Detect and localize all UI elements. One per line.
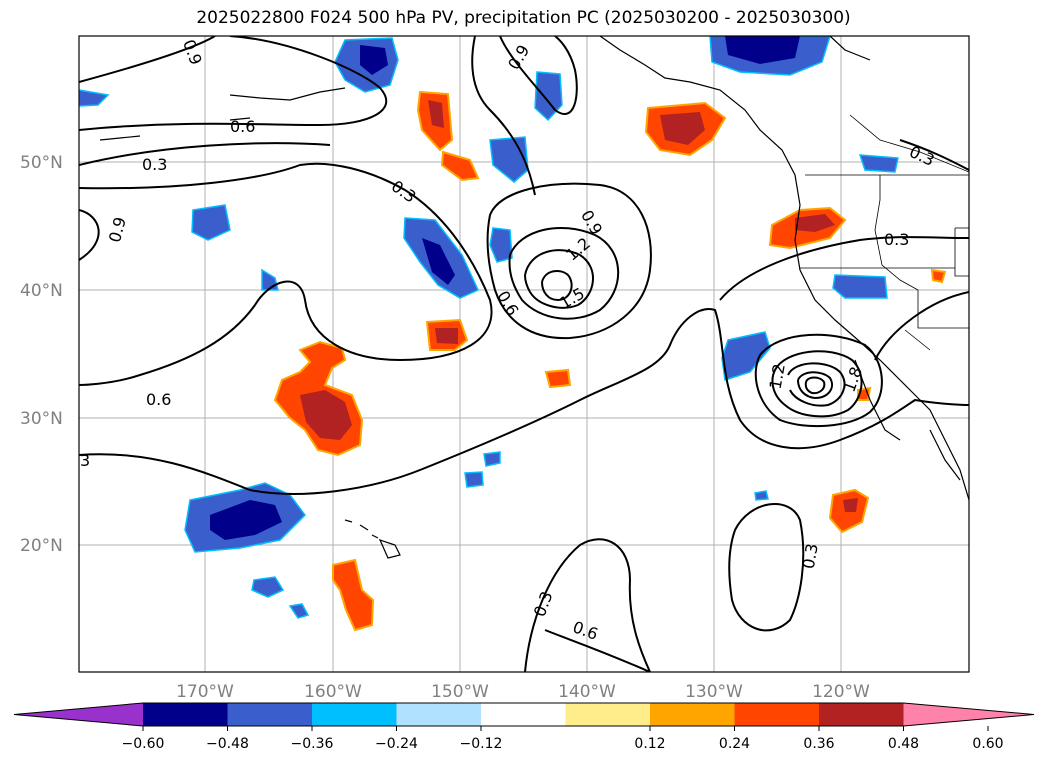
colorbar-segment	[227, 703, 313, 726]
colorbar-segment	[312, 703, 397, 726]
contour-label: 1.2	[766, 362, 789, 390]
lon-label-150w: 150°W	[431, 682, 489, 702]
political-borders	[800, 114, 969, 351]
latitude-labels: 50°N 40°N 30°N 20°N	[20, 153, 63, 556]
lon-label-120w: 120°W	[812, 682, 870, 702]
colorbar-segment	[565, 703, 651, 726]
colorbar-segment	[481, 703, 566, 726]
colorbar-segment	[819, 703, 904, 726]
map-border	[78, 35, 970, 673]
colorbar-tick-label: 0.24	[719, 736, 750, 752]
lon-label-170w: 170°W	[176, 682, 234, 702]
colorbar-segment	[396, 703, 482, 726]
pv-contours	[79, 36, 969, 672]
colorbar-segment	[650, 703, 735, 726]
colorbar-tick-label: 0.36	[803, 736, 834, 752]
colorbar-tick-label: −0.48	[206, 736, 249, 752]
colorbar-tick-label: −0.36	[291, 736, 334, 752]
colorbar-extend-min	[14, 703, 143, 726]
colorbar-tick-label: −0.24	[375, 736, 418, 752]
lon-label-160w: 160°W	[304, 682, 362, 702]
colorbar-extend-max	[903, 703, 1034, 726]
colorbar-segment	[143, 703, 228, 726]
colorbar-tick-label: 0.12	[634, 736, 665, 752]
lat-label-20n: 20°N	[20, 536, 63, 556]
contour-label: 0.6	[146, 390, 171, 409]
contour-label: 0.6	[230, 117, 255, 136]
colorbar-tick-label: −0.12	[460, 736, 503, 752]
lat-label-40n: 40°N	[20, 281, 63, 301]
contour-label: 0.3	[884, 230, 909, 249]
lat-label-50n: 50°N	[20, 153, 63, 173]
contour-label: 0.3	[799, 542, 822, 570]
colorbar-tick-label: 0.60	[972, 736, 1003, 752]
lon-label-130w: 130°W	[685, 682, 743, 702]
lon-label-140w: 140°W	[558, 682, 616, 702]
lat-label-30n: 30°N	[20, 409, 63, 429]
positive-precip-regions	[273, 90, 947, 632]
contour-label: 3	[80, 451, 90, 470]
colorbar: −0.60 −0.48 −0.36 −0.24 −0.12 0.12 0.24 0.36 0.4…	[13, 702, 1035, 752]
colorbar-tick-label: −0.60	[122, 736, 165, 752]
colorbar-segment	[734, 703, 820, 726]
contour-label: 0.3	[142, 155, 167, 174]
negative-precip-regions	[79, 36, 899, 619]
map-title: 2025022800 F024 500 hPa PV, precipitatio…	[196, 8, 851, 28]
colorbar-tick-label: 0.48	[888, 736, 919, 752]
longitude-labels: 170°W 160°W 150°W 140°W 130°W 120°W	[176, 682, 870, 702]
